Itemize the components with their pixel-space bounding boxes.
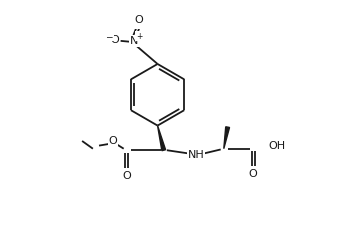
Text: O: O bbox=[122, 171, 131, 181]
Text: N: N bbox=[130, 36, 138, 46]
Polygon shape bbox=[224, 127, 229, 149]
Text: +: + bbox=[136, 32, 142, 41]
Text: O: O bbox=[135, 15, 143, 25]
Text: O: O bbox=[108, 136, 117, 146]
Text: NH: NH bbox=[188, 150, 205, 160]
Text: O: O bbox=[249, 169, 258, 179]
Text: OH: OH bbox=[268, 141, 286, 151]
Text: O: O bbox=[110, 35, 119, 45]
Polygon shape bbox=[158, 126, 166, 151]
Text: −: − bbox=[105, 32, 113, 41]
